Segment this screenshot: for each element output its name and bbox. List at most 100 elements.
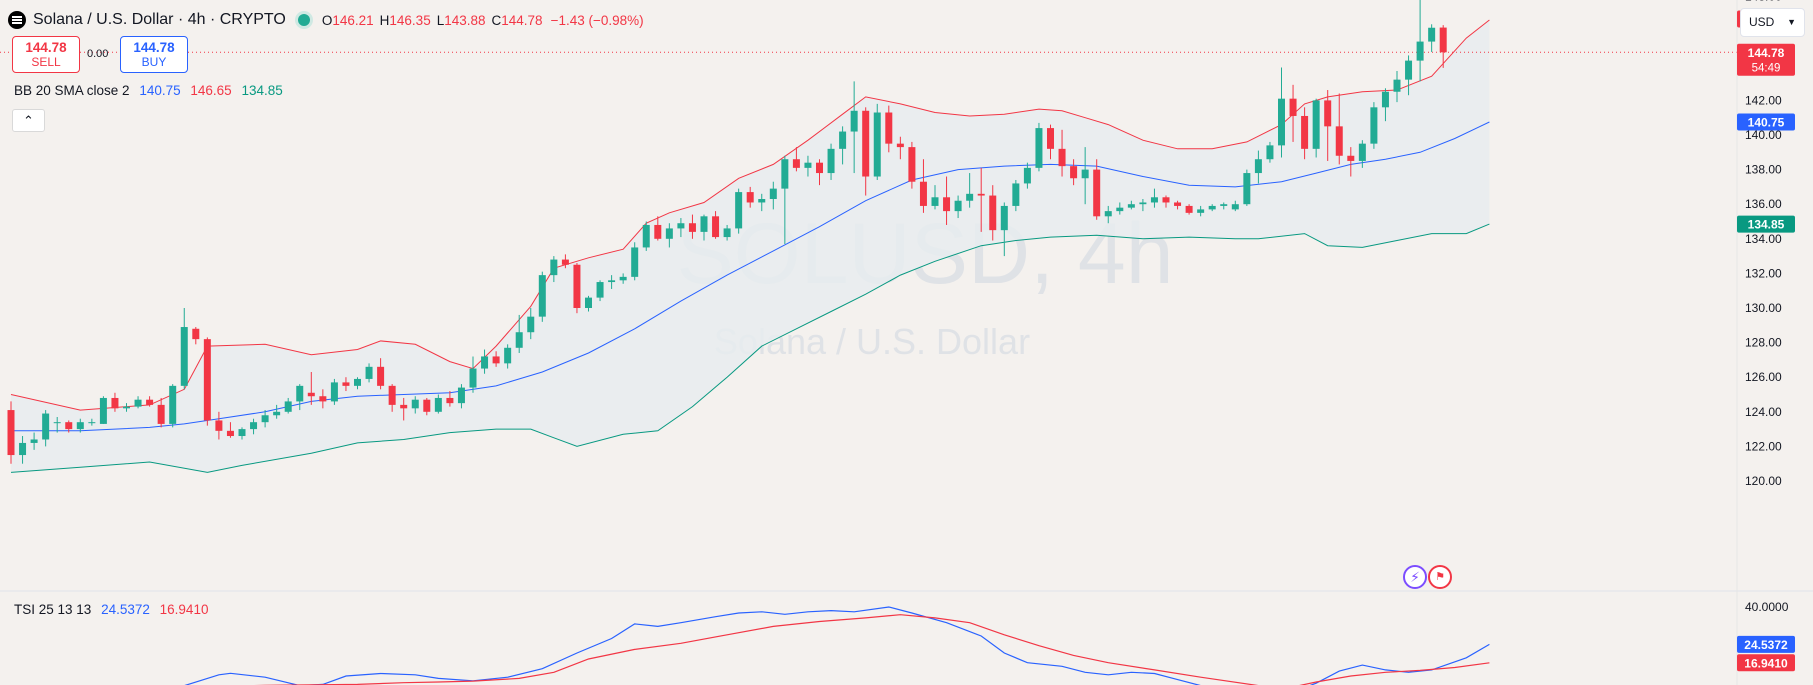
candle-body xyxy=(1139,202,1147,205)
candle-body xyxy=(1439,27,1447,53)
tsi-pane: 40.0000 24.5372 16.9410 xyxy=(184,600,1795,685)
candle xyxy=(7,401,15,464)
candle-body xyxy=(1312,100,1320,149)
candle xyxy=(319,389,327,409)
candle xyxy=(712,211,720,239)
candle xyxy=(307,372,315,405)
candle xyxy=(42,410,50,447)
candle xyxy=(354,377,361,390)
candle xyxy=(677,218,685,238)
candle-body xyxy=(966,193,974,201)
currency-select[interactable]: USD ▼ xyxy=(1740,8,1805,37)
us-flag-icon[interactable]: ⚑ xyxy=(1428,565,1452,589)
candle-body xyxy=(1023,167,1031,184)
candle xyxy=(1047,124,1054,160)
chart-header: Solana / U.S. Dollar · 4h · CRYPTO O 146.… xyxy=(8,8,644,32)
sell-label: SELL xyxy=(31,55,61,69)
candle-body xyxy=(654,224,662,239)
candle xyxy=(862,107,870,196)
candles xyxy=(7,0,1447,464)
candle xyxy=(931,185,939,210)
candle-body xyxy=(1174,202,1182,206)
candle xyxy=(966,173,974,208)
candle-body xyxy=(1220,204,1228,206)
price-badge-last: 144.78 xyxy=(1748,46,1785,60)
candle xyxy=(1405,55,1413,96)
candle xyxy=(781,155,789,244)
candle xyxy=(908,141,916,189)
candle xyxy=(1070,159,1078,186)
price-badge-last-bg xyxy=(1737,43,1795,76)
candle-body xyxy=(123,406,130,409)
candle-body xyxy=(1116,207,1124,212)
candle xyxy=(492,351,500,367)
candle xyxy=(123,403,130,412)
candle xyxy=(469,356,477,393)
tsi-legend[interactable]: TSI 25 13 13 24.5372 16.9410 xyxy=(14,602,208,617)
candle-body xyxy=(1058,148,1066,167)
price-badge-last-countdown: 54:49 xyxy=(1752,62,1781,74)
symbol-title[interactable]: Solana / U.S. Dollar · 4h · CRYPTO xyxy=(33,11,286,28)
candle-body xyxy=(1358,143,1366,161)
candle-body xyxy=(1231,204,1239,210)
candle xyxy=(1278,67,1285,158)
buy-button[interactable]: 144.78 BUY xyxy=(120,36,188,73)
candle-body xyxy=(1127,204,1135,208)
price-tick-label: 120.00 xyxy=(1745,474,1782,488)
candle xyxy=(88,418,96,426)
candle-body xyxy=(1070,166,1078,179)
candle-body xyxy=(99,397,107,424)
chevron-down-icon: ▼ xyxy=(1787,17,1796,27)
candle-body xyxy=(931,197,939,206)
candle-body xyxy=(619,276,627,281)
candle-body xyxy=(1289,98,1297,116)
candle xyxy=(735,188,743,234)
candle-body xyxy=(19,442,27,456)
bb-legend[interactable]: BB 20 SMA close 2 140.75 146.65 134.85 xyxy=(14,83,283,98)
sell-button[interactable]: 144.78 SELL xyxy=(12,36,80,73)
tsi-signal-line xyxy=(253,614,1490,685)
candle xyxy=(330,378,338,405)
price-tick-label: 132.00 xyxy=(1745,266,1782,280)
candle xyxy=(896,136,904,160)
candle-body xyxy=(469,368,477,388)
candle-body xyxy=(1243,173,1251,205)
candle-body xyxy=(1335,126,1343,156)
currency-value: USD xyxy=(1749,15,1775,29)
candle-body xyxy=(238,429,246,437)
candle xyxy=(816,159,823,186)
candle-body xyxy=(1197,209,1205,213)
candle-body xyxy=(1266,145,1274,160)
candle-body xyxy=(1081,169,1089,179)
candle-body xyxy=(504,347,512,364)
price-tick-label: 126.00 xyxy=(1745,370,1782,384)
candle-body xyxy=(192,328,200,340)
candle-body xyxy=(850,110,858,132)
candle-body xyxy=(758,199,766,203)
tsi-signal-value: 16.9410 xyxy=(159,602,209,617)
candle-body xyxy=(226,430,234,437)
candle xyxy=(642,221,650,251)
menu-icon[interactable] xyxy=(8,11,26,29)
price-tick-label: 140.00 xyxy=(1745,128,1782,142)
candle-body xyxy=(515,332,523,348)
candle xyxy=(561,254,569,269)
candle xyxy=(608,275,616,289)
candle xyxy=(1312,98,1320,158)
candle-body xyxy=(723,228,731,238)
price-change: −1.43 (−0.98%) xyxy=(550,12,644,28)
candle-body xyxy=(377,366,385,386)
candle xyxy=(1023,162,1031,189)
bb-lower-value: 134.85 xyxy=(241,83,283,98)
candle-body xyxy=(284,401,292,412)
price-tick-label: 138.00 xyxy=(1745,163,1782,177)
candle-body xyxy=(180,327,188,386)
candle xyxy=(192,327,200,345)
tsi-value: 24.5372 xyxy=(101,602,150,617)
collapse-legend-button[interactable]: ⌃ xyxy=(12,109,45,132)
lightning-icon[interactable]: ⚡ xyxy=(1403,565,1427,589)
candle-body xyxy=(665,228,673,239)
chevron-up-icon: ⌃ xyxy=(23,113,34,128)
candle-body xyxy=(989,195,997,231)
